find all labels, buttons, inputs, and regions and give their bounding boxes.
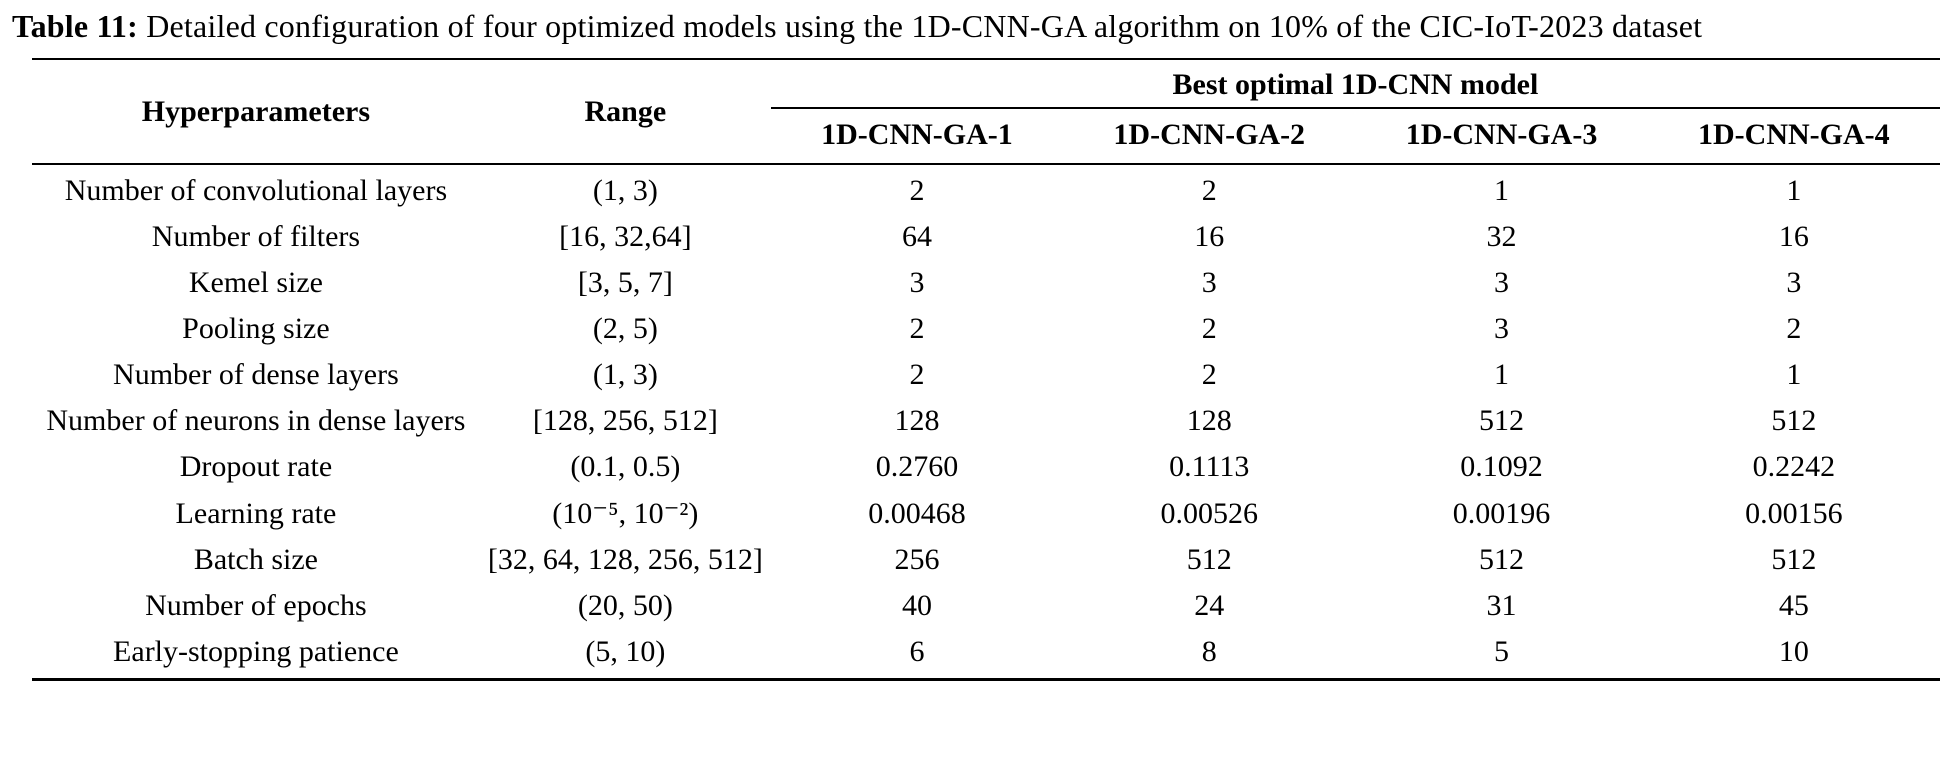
col-header-hyperparameters: Hyperparameters xyxy=(32,59,480,165)
value-cell: 0.1092 xyxy=(1460,450,1543,483)
range-cell: (0.1, 0.5) xyxy=(570,450,681,483)
hyperparameter-name-cell: Dropout rate xyxy=(179,450,333,483)
value-cell: 2 xyxy=(909,312,925,345)
range-cell: (1, 3) xyxy=(592,174,658,207)
value-cell: 1 xyxy=(1786,358,1802,391)
hyperparameter-name-cell: Number of filters xyxy=(151,220,361,253)
value-cell: 10 xyxy=(1778,635,1809,668)
range-cell: (5, 10) xyxy=(585,635,666,668)
value-cell: 2 xyxy=(1201,358,1217,391)
value-cell: 16 xyxy=(1194,220,1225,253)
value-cell: 5 xyxy=(1494,635,1510,668)
range-cell: [16, 32,64] xyxy=(559,220,692,253)
value-cell: 3 xyxy=(909,266,925,299)
table-row: Number of epochs (20, 50) 40 24 31 45 xyxy=(32,583,1940,629)
header-row-models: 1D-CNN-GA-1 1D-CNN-GA-2 1D-CNN-GA-3 1D-C… xyxy=(32,108,1940,165)
value-cell: 32 xyxy=(1486,220,1517,253)
col-header-model-2: 1D-CNN-GA-2 xyxy=(1063,108,1356,165)
value-cell: 31 xyxy=(1486,589,1517,622)
value-cell: 0.00526 xyxy=(1160,496,1259,530)
hyperparameter-name-cell: Batch size xyxy=(193,543,318,576)
table-caption-label: Table 11: xyxy=(12,8,138,44)
value-cell: 0.00468 xyxy=(868,496,966,530)
value-cell: 8 xyxy=(1201,635,1217,668)
table-row: Kemel size [3, 5, 7] 3 3 3 3 xyxy=(32,260,1940,306)
col-header-range: Range xyxy=(479,59,771,165)
table-row: Number of convolutional layers (1, 3) 2 … xyxy=(32,164,1940,214)
value-cell: 2 xyxy=(1201,174,1217,207)
col-header-group: Best optimal 1D-CNN model xyxy=(770,59,1940,109)
value-cell: 512 xyxy=(1479,543,1525,576)
hyperparameter-name-cell: Number of dense layers xyxy=(113,358,399,391)
table-caption-text: Detailed configuration of four optimized… xyxy=(138,8,1703,44)
table-row: Number of filters [16, 32,64] 64 16 32 1… xyxy=(32,214,1940,260)
col-header-model-1: 1D-CNN-GA-1 xyxy=(770,108,1064,165)
value-cell: 3 xyxy=(1494,266,1510,299)
col-header-model-3: 1D-CNN-GA-3 xyxy=(1355,108,1648,165)
range-cell: [128, 256, 512] xyxy=(532,404,718,437)
range-cell: (1, 3) xyxy=(592,358,658,391)
paper-page: Table 11: Detailed configuration of four… xyxy=(12,6,1940,681)
value-cell: 512 xyxy=(1186,543,1232,576)
hyperparameter-name-cell: Early-stopping patience xyxy=(113,635,399,668)
value-cell: 0.00196 xyxy=(1452,496,1551,530)
value-cell: 512 xyxy=(1479,404,1525,437)
table-caption: Table 11: Detailed configuration of four… xyxy=(12,6,1939,46)
table-row: Pooling size (2, 5) 2 2 3 2 xyxy=(32,306,1940,352)
col-header-model-4: 1D-CNN-GA-4 xyxy=(1647,108,1940,165)
table-row: Batch size [32, 64, 128, 256, 512] 256 5… xyxy=(32,537,1940,583)
range-cell: [3, 5, 7] xyxy=(577,266,673,299)
value-cell: 1 xyxy=(1786,174,1802,207)
table-row: Number of dense layers (1, 3) 2 2 1 1 xyxy=(32,352,1940,398)
value-cell: 16 xyxy=(1778,220,1809,253)
header-row-group: Hyperparameters Range Best optimal 1D-CN… xyxy=(32,59,1940,165)
value-cell: 45 xyxy=(1778,589,1809,622)
range-cell: (20, 50) xyxy=(577,589,673,622)
value-cell: 3 xyxy=(1494,312,1510,345)
range-cell: (10⁻⁵, 10⁻²) xyxy=(552,497,699,530)
hyperparameter-name-cell: Pooling size xyxy=(182,312,330,345)
value-cell: 128 xyxy=(894,404,940,437)
hyperparameter-name-cell: Learning rate xyxy=(175,496,337,530)
table-row: Early-stopping patience (5, 10) 6 8 5 10 xyxy=(32,629,1940,680)
range-cell: [32, 64, 128, 256, 512] xyxy=(487,543,763,576)
value-cell: 128 xyxy=(1186,404,1232,437)
value-cell: 0.2760 xyxy=(875,450,959,483)
value-cell: 0.2242 xyxy=(1752,450,1836,483)
table-row: Dropout rate (0.1, 0.5) 0.2760 0.1113 0.… xyxy=(32,444,1940,490)
value-cell: 1 xyxy=(1494,174,1510,207)
table-row: Number of neurons in dense layers [128, … xyxy=(32,398,1940,444)
range-cell: (2, 5) xyxy=(592,312,658,345)
value-cell: 40 xyxy=(901,589,932,622)
value-cell: 0.00156 xyxy=(1745,496,1843,530)
table-row: Learning rate (10⁻⁵, 10⁻²) 0.00468 0.005… xyxy=(32,490,1940,537)
hyperparameter-name-cell: Number of epochs xyxy=(145,589,367,622)
value-cell: 512 xyxy=(1771,404,1817,437)
value-cell: 24 xyxy=(1194,589,1225,622)
value-cell: 1 xyxy=(1494,358,1510,391)
config-table: Hyperparameters Range Best optimal 1D-CN… xyxy=(32,58,1940,681)
value-cell: 3 xyxy=(1786,266,1802,299)
hyperparameter-name-cell: Kemel size xyxy=(188,266,323,299)
value-cell: 2 xyxy=(909,358,925,391)
value-cell: 2 xyxy=(1201,312,1217,345)
value-cell: 64 xyxy=(901,220,932,253)
value-cell: 0.1113 xyxy=(1169,450,1250,483)
value-cell: 6 xyxy=(909,635,925,668)
hyperparameter-name-cell: Number of neurons in dense layers xyxy=(46,404,466,437)
hyperparameter-name-cell: Number of convolutional layers xyxy=(64,174,448,207)
value-cell: 2 xyxy=(1786,312,1802,345)
value-cell: 2 xyxy=(909,174,925,207)
value-cell: 256 xyxy=(894,543,940,576)
value-cell: 512 xyxy=(1771,543,1817,576)
value-cell: 3 xyxy=(1201,266,1217,299)
